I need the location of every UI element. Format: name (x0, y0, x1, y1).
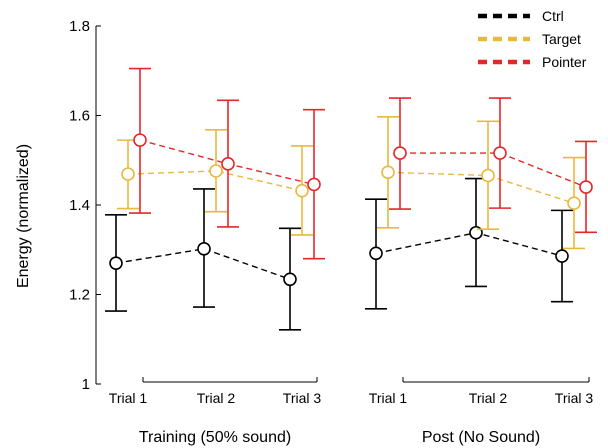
data-point (295, 183, 309, 198)
axes: 1 1.2 1.4 1.6 1.8 Trial 1 Trial 2 Trial 3 Traini… (69, 18, 593, 446)
data-point (283, 272, 297, 287)
data-point (133, 133, 147, 147)
plot-area (105, 67, 597, 331)
x-tick-label: Trial 3 (555, 390, 594, 406)
data-point (221, 157, 235, 171)
data-point (393, 146, 407, 160)
series-target (117, 116, 585, 250)
series-line (375, 232, 563, 257)
x-tick-label: Trial 1 (369, 390, 408, 406)
legend-label: Ctrl (542, 8, 564, 24)
y-axis-title: Energy (normalized) (15, 144, 32, 288)
series-ctrl (105, 177, 573, 331)
data-point (109, 256, 123, 270)
data-point (579, 180, 593, 194)
legend-label: Target (542, 31, 581, 47)
y-tick-label: 1.2 (69, 287, 90, 304)
data-point (197, 242, 211, 256)
x-tick-label: Trial 1 (109, 390, 148, 406)
legend: Ctrl Target Pointer (478, 8, 587, 70)
x-tick-label: Trial 2 (469, 390, 508, 406)
group-label: Post (No Sound) (422, 429, 540, 446)
data-point (121, 167, 135, 181)
data-point (567, 196, 581, 211)
y-tick-label: 1 (82, 376, 90, 393)
y-tick-label: 1.6 (69, 108, 90, 125)
data-point (209, 164, 223, 178)
series-line (387, 171, 575, 204)
data-point (369, 246, 383, 261)
group-label: Training (50% sound) (139, 429, 291, 446)
x-tick-label: Trial 3 (283, 390, 322, 406)
y-tick-label: 1.8 (69, 18, 90, 35)
data-point (555, 249, 569, 263)
y-tick-label: 1.4 (69, 197, 90, 214)
series-pointer (129, 67, 597, 260)
x-tick-label: Trial 2 (197, 390, 236, 406)
data-point (493, 146, 507, 160)
series-line (400, 152, 587, 188)
legend-label: Pointer (542, 54, 587, 70)
data-point (481, 168, 495, 183)
data-point (307, 177, 321, 192)
data-point (381, 165, 395, 180)
